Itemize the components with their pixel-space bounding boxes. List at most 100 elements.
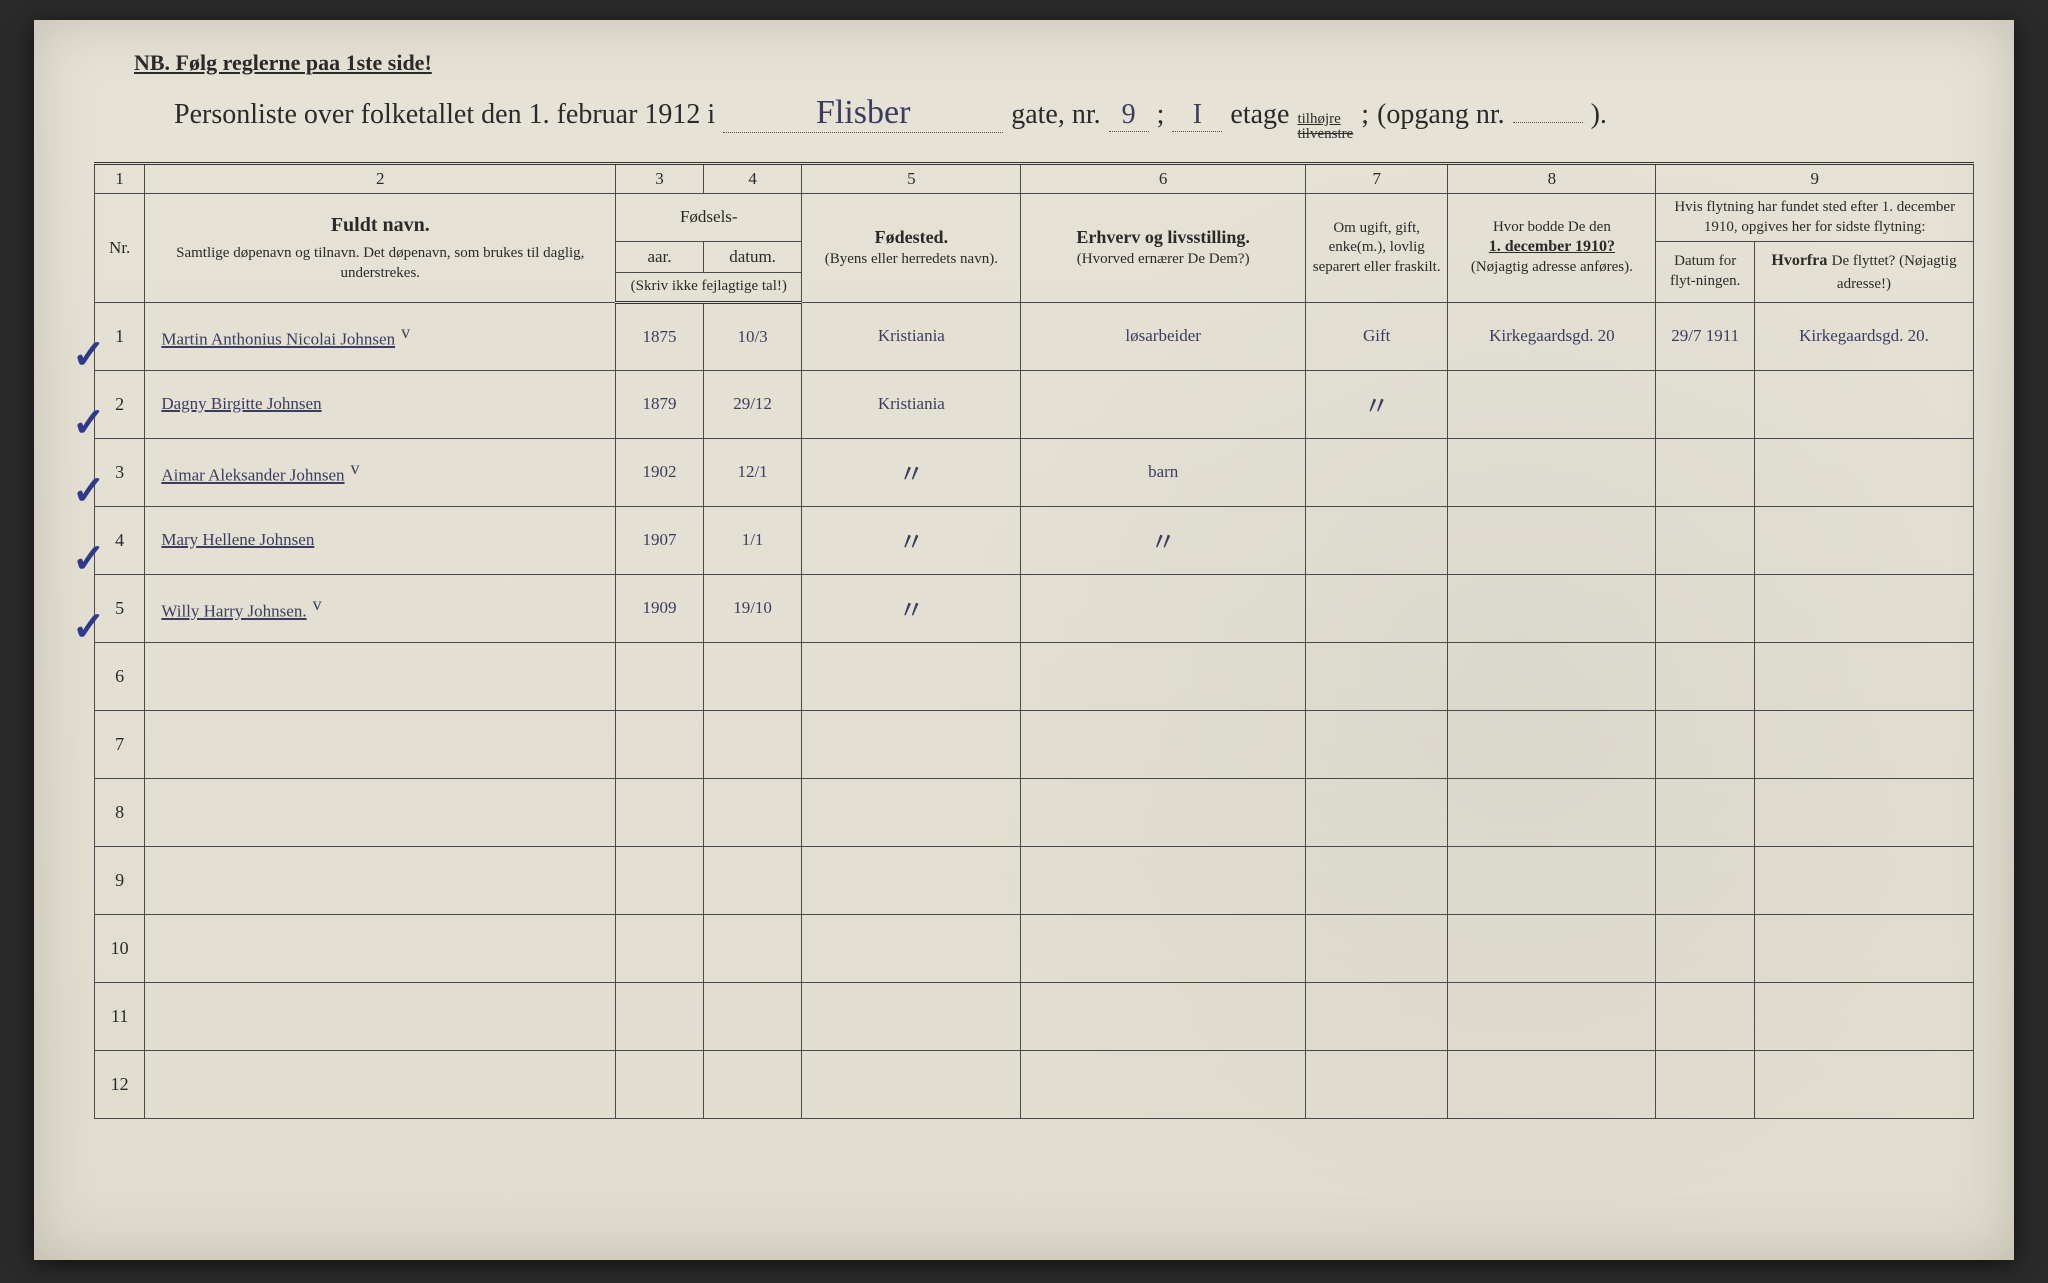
side-bottom: tilvenstre [1297,127,1353,142]
hdr-occ-sub: (Hvorved ernærer De Dem?) [1027,250,1299,270]
row-move_from [1754,710,1973,778]
row-move_date: 29/7 1911 [1656,302,1755,370]
row-marital [1306,914,1448,982]
semicolon-1: ; [1157,99,1165,131]
etage-label: etage [1230,99,1289,131]
gate-nr: 9 [1109,99,1149,132]
row-date [703,778,802,846]
row-move_date [1656,778,1755,846]
row-birthplace [802,982,1021,1050]
row-birthplace [802,1050,1021,1118]
row-date: 29/12 [703,370,802,438]
row-marital [1306,642,1448,710]
row-occupation [1021,574,1306,642]
row-move_date [1656,370,1755,438]
check-mark: ✓ [72,400,106,446]
row-date: 19/10 [703,574,802,642]
census-form-page: NB. Følg reglerne paa 1ste side! Personl… [34,20,2014,1260]
row-date [703,846,802,914]
hdr-prev-addr: Hvor bodde De den 1. december 1910? (Nøj… [1448,194,1656,303]
hdr-date: datum. [703,242,802,273]
semicolon-2: ; [1361,99,1369,131]
header-row-1: Nr. Fuldt navn. Samtlige døpenavn og til… [95,194,1974,242]
title-prefix: Personliste over folketallet den 1. febr… [174,99,715,131]
row-marital: 〃 [1306,370,1448,438]
row-move_from [1754,642,1973,710]
row-occupation [1021,1050,1306,1118]
row-name [145,1050,616,1118]
side-top: tilhøjre [1297,112,1353,127]
row-year [616,914,704,982]
row-year: 1902 [616,438,704,506]
gate-label: gate, nr. [1011,99,1100,131]
row-move_from [1754,506,1973,574]
row-move_date [1656,846,1755,914]
street-name-hand: Flisber [723,94,1003,133]
row-prev_addr [1448,574,1656,642]
table-row: 11 [95,982,1974,1050]
row-prev_addr: Kirkegaardsgd. 20 [1448,302,1656,370]
row-move_date [1656,506,1755,574]
row-move_date [1656,642,1755,710]
side-option: tilhøjre tilvenstre [1297,112,1353,142]
row-marital [1306,506,1448,574]
row-nr: 8 [95,778,145,846]
row-name [145,846,616,914]
row-date [703,710,802,778]
hdr-name: Fuldt navn. Samtlige døpenavn og tilnavn… [145,194,616,303]
row-move_date [1656,1050,1755,1118]
table-row: 6 [95,642,1974,710]
check-mark: ✓ [72,536,106,582]
colnum: 2 [145,164,616,194]
row-marital [1306,710,1448,778]
colnum: 7 [1306,164,1448,194]
row-move_from [1754,574,1973,642]
row-occupation: 〃 [1021,506,1306,574]
row-name: Martin Anthonius Nicolai Johnsenv [145,302,616,370]
row-occupation [1021,778,1306,846]
colnum: 8 [1448,164,1656,194]
row-name [145,914,616,982]
row-name: Aimar Aleksander Johnsenv [145,438,616,506]
row-birthplace [802,778,1021,846]
row-birthplace [802,710,1021,778]
row-occupation [1021,710,1306,778]
row-year: 1907 [616,506,704,574]
row-move_from [1754,778,1973,846]
row-nr: 9 [95,846,145,914]
row-prev_addr [1448,778,1656,846]
row-occupation [1021,370,1306,438]
row-occupation: løsarbeider [1021,302,1306,370]
row-birthplace [802,914,1021,982]
row-move_from: Kirkegaardsgd. 20. [1754,302,1973,370]
row-date: 12/1 [703,438,802,506]
check-mark: ✓ [72,604,106,650]
colnum: 6 [1021,164,1306,194]
row-name: Dagny Birgitte Johnsen [145,370,616,438]
colnum: 3 [616,164,704,194]
row-marital [1306,982,1448,1050]
row-move_date [1656,438,1755,506]
row-nr: 7 [95,710,145,778]
row-nr: 10 [95,914,145,982]
row-date [703,914,802,982]
opgang-close: ). [1591,99,1607,131]
row-prev_addr [1448,846,1656,914]
row-prev_addr [1448,438,1656,506]
row-prev_addr [1448,506,1656,574]
row-marital [1306,1050,1448,1118]
etage-hand: I [1172,99,1222,132]
colnum: 1 [95,164,145,194]
row-move_from [1754,370,1973,438]
row-date [703,1050,802,1118]
row-year: 1879 [616,370,704,438]
row-prev_addr [1448,914,1656,982]
row-birthplace [802,642,1021,710]
hdr-move-from: Hvorfra De flyttet? (Nøjagtig adresse!) [1754,242,1973,303]
table-row: 3Aimar Aleksander Johnsenv190212/1〃barn [95,438,1974,506]
row-name: Willy Harry Johnsen.v [145,574,616,642]
row-date [703,982,802,1050]
row-year [616,778,704,846]
row-occupation: barn [1021,438,1306,506]
hdr-name-sub: Samtlige døpenavn og tilnavn. Det døpena… [151,244,609,283]
